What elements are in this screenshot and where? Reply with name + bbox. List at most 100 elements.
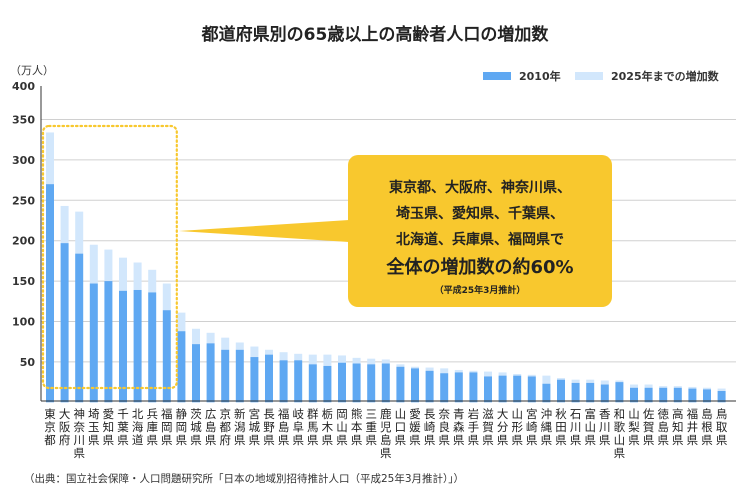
x-tick-label-char: 島 xyxy=(278,420,290,434)
bar-2010 xyxy=(440,373,449,403)
bar-increase xyxy=(89,244,98,284)
x-tick-label-char: 取 xyxy=(716,420,728,434)
x-tick-label-char: 児 xyxy=(380,420,392,434)
x-tick-label-char: 県 xyxy=(497,433,509,447)
x-tick-label-char: 香 xyxy=(599,407,611,421)
x-tick-label-char: 県 xyxy=(409,433,421,447)
source-note: （出典：国立社会保障・人口問題研究所「日本の地域別招待推計人口（平成25年3月推… xyxy=(24,473,465,485)
x-tick-label-char: 千 xyxy=(117,407,129,421)
bar-2010 xyxy=(177,331,186,403)
x-tick-label-char: 県 xyxy=(599,433,611,447)
x-tick-label-char: 茨 xyxy=(190,407,202,421)
x-tick-label-char: 県 xyxy=(146,433,158,447)
x-tick-label-char: 島 xyxy=(380,433,392,447)
x-tick-label-char: 本 xyxy=(351,420,363,434)
x-tick-label-char: 沖 xyxy=(541,407,553,421)
x-tick-label-char: 府 xyxy=(59,433,71,447)
x-tick-label-char: 県 xyxy=(73,446,85,460)
x-tick-label-char: 愛 xyxy=(409,407,421,421)
x-tick-label-char: 島 xyxy=(701,407,713,421)
bar-2010 xyxy=(235,349,244,403)
x-tick-label-char: 岩 xyxy=(468,407,480,421)
x-tick-label-char: 県 xyxy=(541,433,553,447)
x-tick-label-char: 都 xyxy=(44,433,56,447)
bar-2010 xyxy=(659,387,668,403)
bar-increase xyxy=(600,380,609,385)
x-tick-label-char: 北 xyxy=(132,407,144,421)
bar-2010 xyxy=(75,253,84,403)
bar-increase xyxy=(75,211,84,254)
bar-2010 xyxy=(484,376,492,403)
x-tick-label-char: 県 xyxy=(555,433,567,447)
bar-increase xyxy=(557,378,565,380)
x-tick-label-char: 玉 xyxy=(88,420,100,434)
y-tick-label: 150 xyxy=(12,275,35,288)
bar-2010 xyxy=(571,382,580,403)
x-tick-label-char: 佐 xyxy=(643,407,655,421)
x-tick-label-char: 賀 xyxy=(482,420,494,434)
bar-2010 xyxy=(513,375,522,403)
x-tick-label-char: 和 xyxy=(614,407,626,421)
x-tick-label-char: 口 xyxy=(395,420,407,434)
bar-2010 xyxy=(162,310,171,403)
y-tick-label: 50 xyxy=(20,356,36,369)
x-tick-label-char: 県 xyxy=(190,433,202,447)
bar-2010 xyxy=(89,283,98,403)
x-tick-label-char: 県 xyxy=(614,446,626,460)
bar-increase xyxy=(250,346,259,358)
x-tick-label-char: 阜 xyxy=(292,420,304,434)
x-tick-label-char: 根 xyxy=(701,420,713,434)
bar-2010 xyxy=(104,281,113,403)
bar-2010 xyxy=(221,349,230,403)
x-tick-label-char: 県 xyxy=(628,433,640,447)
x-tick-label-char: 馬 xyxy=(307,420,319,434)
chart-title: 都道府県別の65歳以上の高齢者人口の増加数 xyxy=(201,25,549,45)
bar-increase xyxy=(367,358,376,365)
bar-increase xyxy=(46,132,54,185)
bar-2010 xyxy=(279,360,288,403)
x-tick-label-char: 県 xyxy=(672,433,684,447)
x-tick-label-char: 高 xyxy=(672,407,684,421)
bar-increase xyxy=(338,355,346,363)
bar-2010 xyxy=(527,376,536,403)
x-tick-label-char: 富 xyxy=(584,407,596,421)
bar-increase xyxy=(659,386,668,388)
x-tick-label-char: 熊 xyxy=(351,407,363,421)
x-tick-label-char: 岐 xyxy=(292,407,304,421)
x-tick-label-char: 県 xyxy=(88,433,100,447)
legend-item-2010: 2010年 xyxy=(483,68,561,84)
x-tick-label-char: 縄 xyxy=(541,420,553,434)
x-tick-label-char: 京 xyxy=(44,420,56,434)
x-tick-label-char: 新 xyxy=(234,407,246,421)
annotation-callout: 東京都、大阪府、神奈川県、 埼玉県、愛知県、千葉県、 北海道、兵庫県、福岡県で … xyxy=(348,155,612,307)
x-tick-label-char: 県 xyxy=(322,433,334,447)
bar-increase xyxy=(717,388,726,391)
bar-increase xyxy=(425,367,434,371)
x-tick-label-char: 田 xyxy=(555,420,567,434)
x-tick-label-char: 川 xyxy=(73,433,85,447)
bar-increase xyxy=(513,374,522,376)
bar-increase xyxy=(688,386,697,389)
y-tick-label: 200 xyxy=(12,235,35,248)
x-tick-label-char: 県 xyxy=(278,433,290,447)
x-tick-label-char: 山 xyxy=(511,407,523,421)
x-tick-label-char: 歌 xyxy=(614,420,626,434)
x-tick-label-char: 島 xyxy=(657,420,669,434)
bar-2010 xyxy=(148,292,157,403)
x-tick-label-char: 県 xyxy=(234,433,246,447)
bar-2010 xyxy=(615,382,624,403)
x-tick-label-char: 崎 xyxy=(424,420,436,434)
x-tick-label-char: 県 xyxy=(716,433,728,447)
x-tick-label-char: 長 xyxy=(263,407,275,421)
y-tick-label: 300 xyxy=(12,154,35,167)
bar-increase xyxy=(571,379,580,383)
bar-2010 xyxy=(586,382,595,403)
bar-increase xyxy=(177,312,186,332)
bar-increase xyxy=(235,342,244,350)
x-tick-label-char: 山 xyxy=(628,407,640,421)
x-tick-label-char: 宮 xyxy=(526,407,538,421)
bar-increase xyxy=(381,359,390,364)
bar-2010 xyxy=(60,243,69,403)
bar-2010 xyxy=(192,344,200,403)
bar-2010 xyxy=(396,366,405,403)
